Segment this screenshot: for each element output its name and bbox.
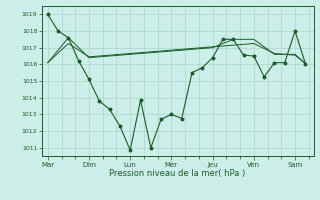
X-axis label: Pression niveau de la mer( hPa ): Pression niveau de la mer( hPa )	[109, 169, 246, 178]
